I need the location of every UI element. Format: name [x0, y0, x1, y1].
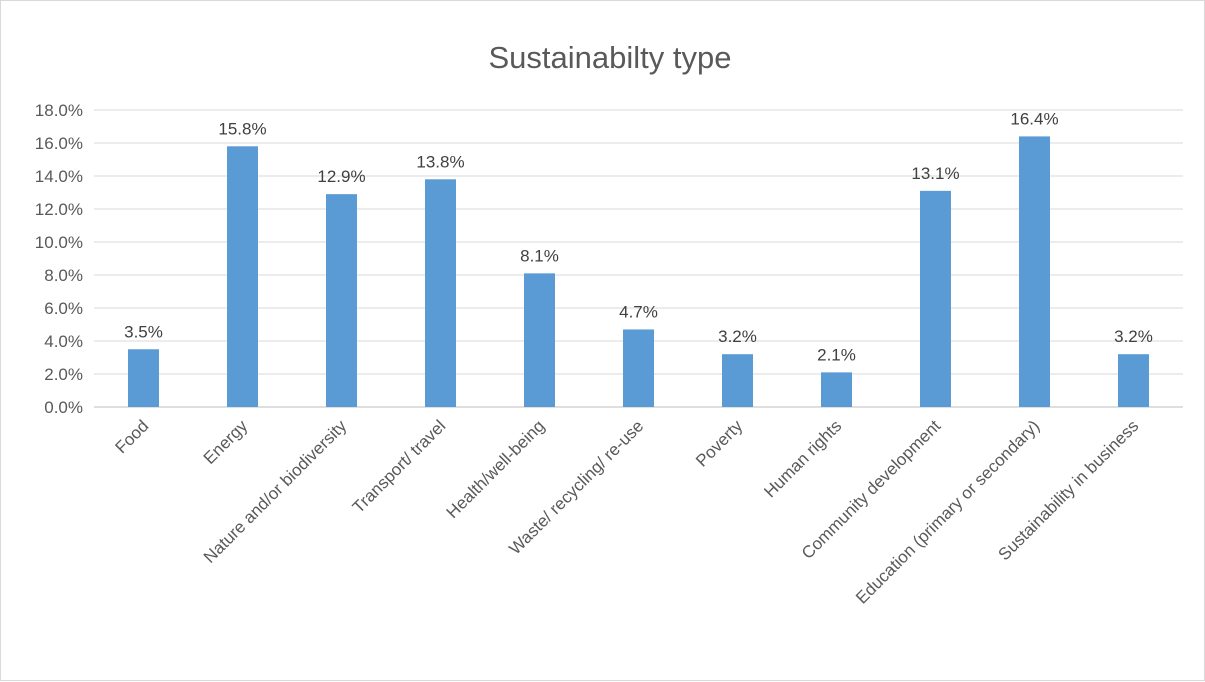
- bar: [128, 349, 159, 407]
- y-tick-label: 6.0%: [44, 299, 83, 318]
- y-axis-tick-labels: 0.0% 2.0% 4.0% 6.0% 8.0% 10.0% 12.0% 14.0% 16.0%…: [35, 101, 83, 417]
- y-tick-label: 8.0%: [44, 266, 83, 285]
- x-tick-label: Poverty: [692, 416, 747, 471]
- data-label: 15.8%: [218, 119, 266, 138]
- bar: [920, 190, 951, 407]
- y-tick-label: 4.0%: [44, 332, 83, 351]
- data-label: 3.2%: [1114, 327, 1153, 346]
- bar: [425, 179, 456, 407]
- data-label: 3.5%: [124, 322, 163, 341]
- y-tick-label: 2.0%: [44, 365, 83, 384]
- y-tick-label: 12.0%: [35, 200, 83, 219]
- gridlines: [94, 109, 1183, 408]
- data-labels: 3.5% 15.8% 12.9% 13.8% 8.1% 4.7% 3.2% 2.1% 13.1%…: [124, 109, 1153, 364]
- bar: [1118, 354, 1149, 407]
- x-tick-label: Education (primary or secondary): [852, 416, 1043, 607]
- bar: [326, 194, 357, 407]
- chart-title: Sustainabilty type: [489, 40, 732, 75]
- data-label: 16.4%: [1010, 109, 1058, 128]
- data-label: 4.7%: [619, 302, 658, 321]
- y-tick-label: 10.0%: [35, 233, 83, 252]
- y-tick-label: 0.0%: [44, 398, 83, 417]
- bar: [623, 329, 654, 407]
- data-label: 2.1%: [817, 345, 856, 364]
- data-label: 8.1%: [520, 246, 559, 265]
- y-tick-label: 18.0%: [35, 101, 83, 120]
- y-tick-label: 16.0%: [35, 134, 83, 153]
- bar: [1019, 136, 1050, 407]
- x-tick-label: Food: [111, 416, 152, 457]
- bar: [722, 354, 753, 407]
- data-label: 13.1%: [911, 164, 959, 183]
- bar: [227, 146, 258, 408]
- bar: [821, 372, 852, 407]
- x-tick-label: Transport/ travel: [349, 416, 450, 517]
- bars: [128, 136, 1149, 408]
- y-tick-label: 14.0%: [35, 167, 83, 186]
- data-label: 12.9%: [317, 167, 365, 186]
- data-label: 3.2%: [718, 327, 757, 346]
- bar: [524, 273, 555, 407]
- x-tick-label: Health/well-being: [443, 416, 549, 522]
- x-tick-label: Energy: [200, 416, 252, 468]
- x-tick-label: Human rights: [760, 416, 845, 501]
- data-label: 13.8%: [416, 152, 464, 171]
